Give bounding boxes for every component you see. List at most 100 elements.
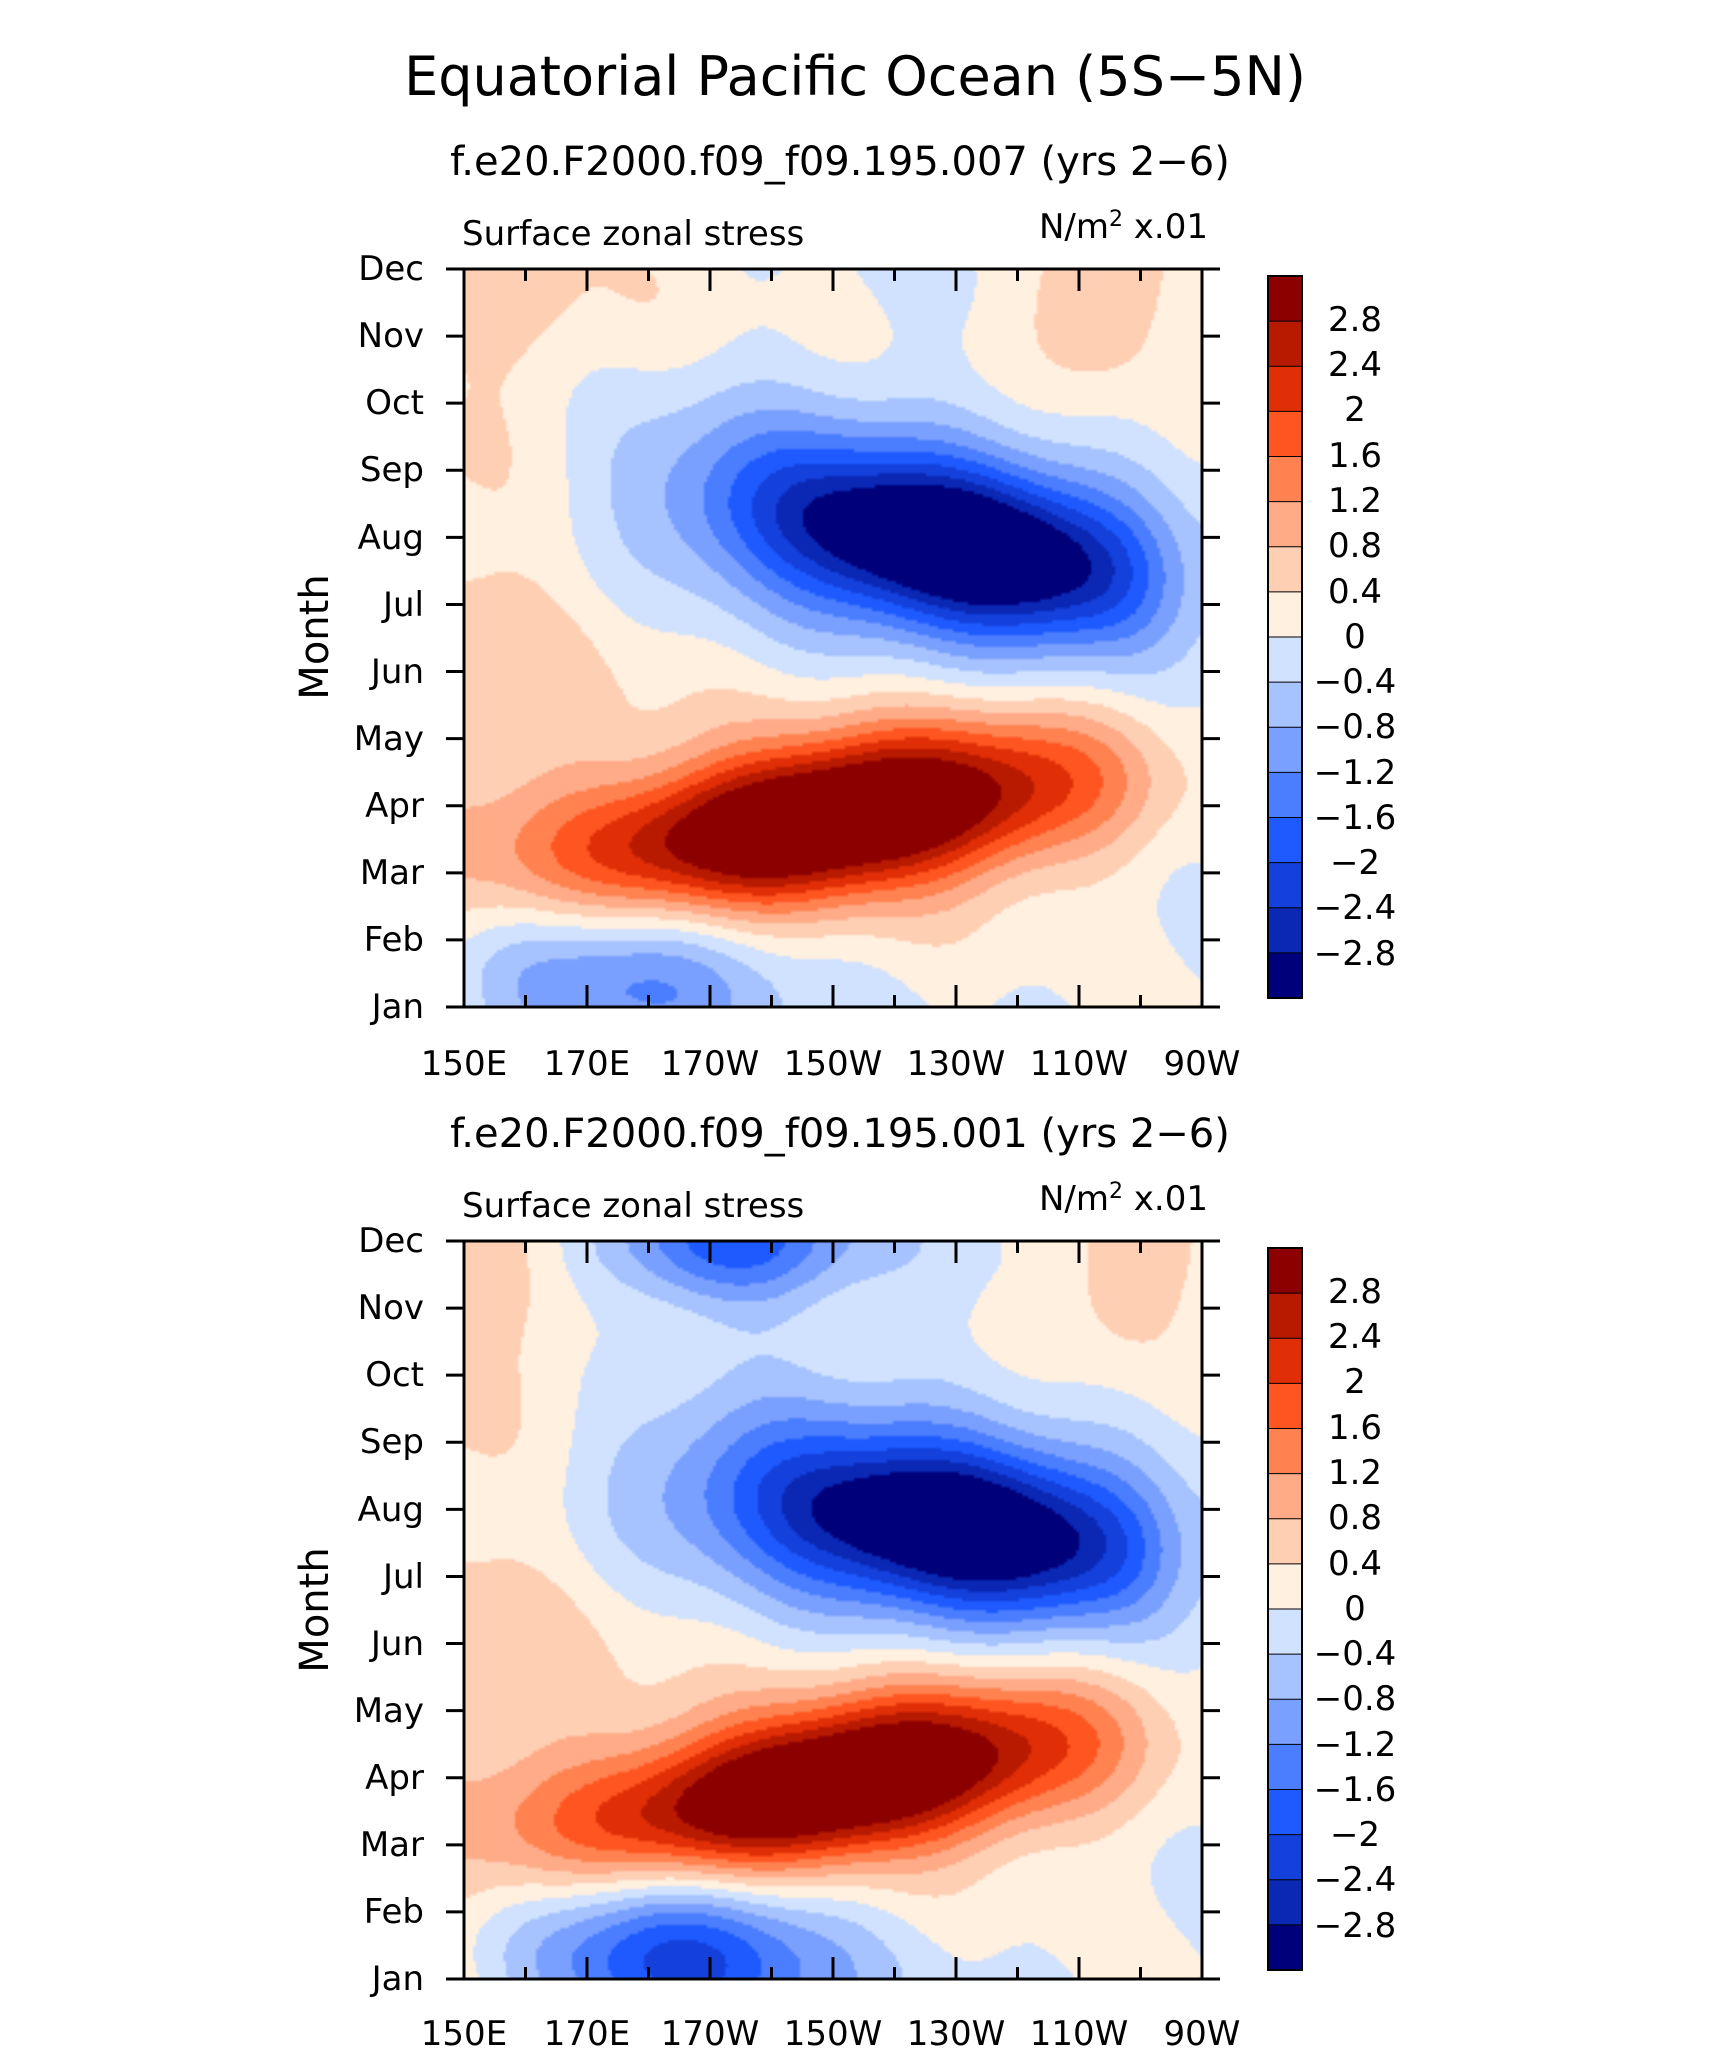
panel-2-variable-label: Surface zonal stress [462,1186,804,1226]
colorbar-swatch [1268,1293,1302,1339]
colorbar-swatch [1268,456,1302,503]
colorbar-swatch [1268,727,1302,773]
y-tick-label: Jun [369,1624,424,1664]
panel-2-units-label: N/m2 x.01 [1039,1179,1208,1219]
y-tick-label: Jul [381,585,424,625]
colorbar-swatch [1268,1924,1302,1971]
colorbar-label: 2 [1344,1362,1366,1402]
colorbar-swatch [1268,1879,1302,1926]
colorbar-label: −2.4 [1314,1860,1397,1900]
y-tick-label: Oct [365,1355,424,1395]
panel-2-y-axis-title: Month [292,1547,338,1672]
colorbar-swatch [1268,1744,1302,1790]
colorbar-label: −2 [1330,843,1380,883]
y-tick-label: Sep [360,450,424,490]
colorbar-swatch [1268,591,1302,638]
x-tick-label: 150E [421,2014,507,2054]
colorbar-swatch [1268,1428,1302,1475]
colorbar-swatch [1268,1518,1302,1565]
colorbar-label: −1.2 [1314,1725,1397,1765]
y-tick-label: Mar [360,853,424,893]
x-tick-label: 110W [1030,1044,1129,1084]
panel-2-x-tick-labels: 150E 170E 170W 150W 130W 110W 90W [421,2014,1241,2054]
y-tick-label: Jul [381,1557,424,1597]
y-tick-label: Aug [358,1490,424,1530]
panel-1-units-label: N/m2 x.01 [1039,207,1208,247]
panel-1: f.e20.F2000.f09_f09.195.007 (yrs 2−6) Su… [292,139,1396,1084]
colorbar-label: 1.2 [1328,1453,1382,1493]
colorbar-label: −2.8 [1314,1906,1397,1946]
colorbar-swatch [1268,276,1302,322]
colorbar-label: 2.4 [1328,345,1382,385]
colorbar-label: −0.8 [1314,1679,1397,1719]
x-tick-label: 130W [907,2014,1006,2054]
x-tick-label: 150E [421,1044,507,1084]
colorbar-swatch [1268,952,1302,999]
y-tick-label: Jan [370,1959,424,1999]
y-tick-label: Dec [358,1221,424,1261]
colorbar-label: −1.6 [1314,1770,1397,1810]
panel-2: f.e20.F2000.f09_f09.195.001 (yrs 2−6) Su… [292,1111,1396,2054]
colorbar-label: −2 [1330,1815,1380,1855]
x-tick-label: 130W [907,1044,1006,1084]
colorbar-label: 2.8 [1328,300,1382,340]
y-tick-label: Nov [358,1288,424,1328]
y-tick-label: Dec [358,249,424,289]
y-tick-label: Jun [369,652,424,692]
panel-1-y-tick-labels: Jan Feb Mar Apr May Jun Jul Aug Sep Oct … [354,249,424,1027]
colorbar-label: 0.8 [1328,1498,1382,1538]
colorbar-label: −0.4 [1314,1634,1397,1674]
colorbar-label: 1.2 [1328,481,1382,521]
panel-2-ticks [446,1239,1220,1981]
colorbar-swatch [1268,1609,1302,1655]
colorbar-label: 0.8 [1328,526,1382,566]
colorbar-swatch [1268,1834,1302,1881]
colorbar-swatch [1268,1383,1302,1429]
colorbar-swatch [1268,321,1302,367]
colorbar-label: 2.8 [1328,1272,1382,1312]
panel-2-contour-field [464,1241,1202,1979]
x-tick-label: 170W [661,2014,760,2054]
colorbar-label: −0.8 [1314,707,1397,747]
colorbar-swatch [1268,907,1302,954]
y-tick-label: Feb [364,920,424,960]
colorbar-swatch [1268,1248,1302,1294]
panel-1-colorbar [1267,275,1303,999]
colorbar-label: −0.4 [1314,662,1397,702]
panel-1-variable-label: Surface zonal stress [462,214,804,254]
y-tick-label: Nov [358,316,424,356]
colorbar-swatch [1268,366,1302,412]
colorbar-swatch [1268,1473,1302,1520]
figure-title: Equatorial Pacific Ocean (5S−5N) [404,45,1306,108]
panel-2-title: f.e20.F2000.f09_f09.195.001 (yrs 2−6) [450,1111,1230,1157]
y-tick-label: Jan [370,987,424,1027]
y-tick-label: Sep [360,1422,424,1462]
x-tick-label: 170W [661,1044,760,1084]
colorbar-label: 0 [1344,617,1366,657]
panel-2-colorbar-labels: 2.8 2.4 2 1.6 1.2 0.8 0.4 0 −0.4 −0.8 −1… [1314,1272,1397,1946]
y-tick-label: Feb [364,1892,424,1932]
y-tick-label: Aug [358,518,424,558]
y-tick-label: May [354,1691,424,1731]
colorbar-swatch [1268,637,1302,683]
colorbar-label: −1.2 [1314,753,1397,793]
colorbar-swatch [1268,1338,1302,1384]
colorbar-label: 1.6 [1328,1408,1382,1448]
colorbar-label: −2.8 [1314,934,1397,974]
panel-1-y-axis-title: Month [292,574,338,699]
colorbar-label: 0 [1344,1589,1366,1629]
panel-2-colorbar [1267,1247,1303,1971]
colorbar-label: 1.6 [1328,436,1382,476]
x-tick-label: 170E [544,1044,630,1084]
colorbar-label: −1.6 [1314,798,1397,838]
x-tick-label: 110W [1030,2014,1129,2054]
panel-1-x-tick-labels: 150E 170E 170W 150W 130W 110W 90W [421,1044,1241,1084]
colorbar-swatch [1268,501,1302,548]
y-tick-label: Mar [360,1825,424,1865]
colorbar-label: −2.4 [1314,888,1397,928]
x-tick-label: 90W [1164,1044,1241,1084]
colorbar-swatch [1268,411,1302,457]
colorbar-swatch [1268,817,1302,864]
y-tick-label: May [354,719,424,759]
